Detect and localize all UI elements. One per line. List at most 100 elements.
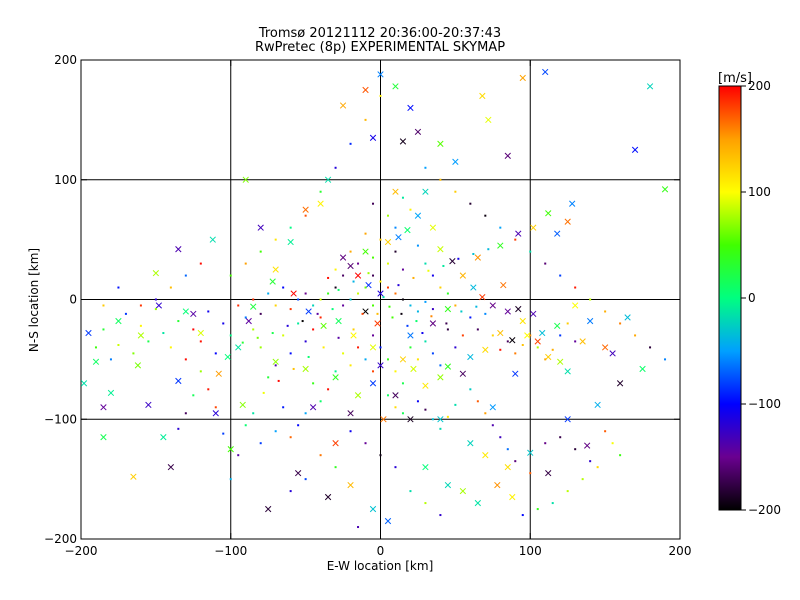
data-point-x-marker	[81, 380, 88, 387]
data-point-dot	[229, 478, 232, 481]
data-point-dot	[431, 352, 434, 355]
chart-subtitle: RwPretec (8p) EXPERIMENTAL SKYMAP	[255, 40, 505, 55]
data-point-x-marker	[294, 469, 302, 477]
data-point-x-marker	[579, 338, 586, 345]
data-point-x-marker	[167, 463, 175, 471]
data-point-dot	[327, 276, 330, 279]
data-point-x-marker	[362, 308, 369, 315]
data-point-x-marker	[646, 83, 654, 90]
data-point-dot	[439, 286, 442, 289]
data-point-x-marker	[392, 83, 399, 90]
data-point-dot	[484, 214, 487, 217]
data-point-dot	[424, 340, 427, 343]
data-point-x-marker	[272, 266, 279, 273]
data-point-dot	[529, 250, 532, 253]
data-point-dot	[506, 448, 509, 451]
data-point-dot	[589, 298, 592, 301]
data-point-dot	[372, 202, 375, 205]
data-point-x-marker	[504, 463, 511, 471]
data-point-dot	[372, 256, 375, 259]
data-point-dot	[460, 310, 463, 313]
data-point-x-marker	[380, 416, 387, 423]
data-point-x-marker	[437, 246, 444, 253]
data-point-x-marker	[482, 346, 489, 353]
data-point-dot	[357, 346, 360, 349]
data-point-dot	[184, 358, 187, 361]
data-point-dot	[379, 454, 382, 457]
data-point-dot	[574, 448, 577, 451]
colorbar-gradient	[718, 85, 742, 511]
data-point-x-marker	[115, 317, 122, 325]
data-point-dot	[259, 346, 262, 349]
data-point-dot	[289, 490, 292, 493]
data-point-x-marker	[130, 473, 137, 480]
data-point-x-marker	[467, 353, 474, 361]
data-point-dot	[184, 274, 187, 277]
data-point-x-marker	[369, 134, 377, 141]
data-point-dot	[349, 142, 352, 145]
data-point-x-marker	[369, 505, 377, 513]
data-point-dot	[394, 292, 397, 295]
data-point-x-marker	[470, 284, 477, 291]
data-point-dot	[445, 322, 448, 325]
data-point-dot	[424, 166, 427, 169]
data-point-x-marker	[407, 104, 414, 112]
data-point-x-marker	[422, 463, 429, 471]
data-point-dot	[454, 403, 457, 406]
data-point-dot	[229, 274, 232, 277]
data-point-dot	[469, 388, 472, 391]
data-point-dot	[229, 334, 232, 337]
data-point-x-marker	[224, 353, 231, 361]
data-point-dot	[301, 320, 304, 323]
data-point-dot	[401, 268, 404, 271]
data-point-dot	[472, 252, 475, 255]
data-point-x-marker	[175, 246, 182, 253]
data-point-x-marker	[429, 224, 437, 231]
data-point-dot	[192, 328, 195, 331]
data-point-dot	[379, 238, 382, 241]
data-point-dot	[416, 244, 419, 247]
data-point-x-marker	[437, 140, 444, 147]
data-point-x-marker	[564, 368, 571, 375]
data-point-dot	[319, 316, 322, 319]
data-point-dot	[461, 334, 464, 337]
data-point-dot	[282, 334, 285, 337]
data-point-x-marker	[239, 401, 246, 409]
data-point-x-marker	[257, 224, 264, 231]
data-point-x-marker	[392, 392, 399, 399]
data-point-dot	[331, 308, 334, 311]
data-point-x-marker	[395, 234, 402, 241]
data-point-x-marker	[631, 146, 639, 153]
data-point-dot	[446, 328, 449, 331]
data-point-dot	[304, 412, 307, 415]
data-point-dot	[431, 308, 434, 311]
data-point-dot	[319, 454, 322, 457]
data-point-dot	[322, 346, 325, 349]
data-point-x-marker	[85, 329, 92, 337]
data-point-dot	[372, 274, 375, 277]
data-point-x-marker	[504, 308, 511, 315]
data-point-dot	[124, 312, 127, 315]
data-point-dot	[277, 379, 280, 382]
data-point-x-marker	[407, 416, 414, 423]
data-point-dot	[252, 298, 255, 301]
data-point-dot	[109, 358, 112, 361]
data-point-x-marker	[509, 337, 516, 344]
data-point-x-marker	[467, 440, 474, 447]
data-point-x-marker	[479, 293, 486, 301]
data-point-dot	[406, 324, 409, 327]
data-point-x-marker	[227, 446, 234, 453]
data-point-x-marker	[242, 176, 249, 183]
data-point-x-marker	[332, 440, 339, 447]
data-point-dot	[162, 332, 165, 335]
data-point-x-marker	[245, 317, 252, 325]
data-point-dot	[312, 304, 315, 307]
data-point-x-marker	[145, 401, 152, 409]
data-point-x-marker	[449, 258, 456, 265]
data-point-x-marker	[190, 310, 197, 318]
data-point-dot	[409, 490, 412, 493]
data-point-dot	[514, 352, 517, 355]
colorbar-tick-label: −100	[748, 397, 781, 411]
data-point-dot	[342, 352, 345, 355]
data-point-x-marker	[320, 322, 327, 329]
